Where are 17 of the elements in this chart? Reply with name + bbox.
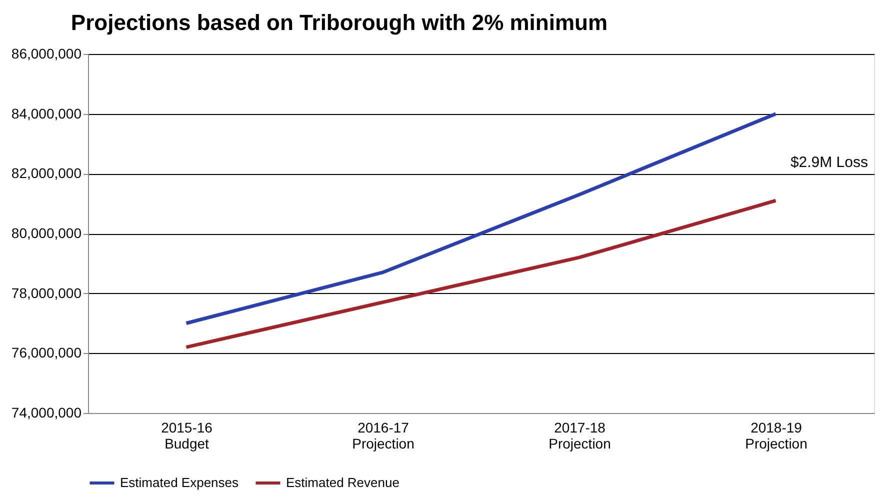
x-tick-label: 2015-16 Budget	[161, 420, 213, 452]
y-tick-label: 78,000,000	[11, 284, 82, 301]
line-series	[184, 198, 778, 349]
y-tick-label: 74,000,000	[11, 404, 82, 420]
legend-label: Estimated Revenue	[286, 475, 400, 490]
y-tick-label: 86,000,000	[11, 46, 82, 62]
x-tick-label: 2016-17 Projection	[352, 420, 414, 452]
chart-title: Projections based on Triborough with 2% minimum	[70, 10, 608, 35]
x-tick-label: 2018-19 Projection	[745, 420, 808, 452]
line-series	[184, 112, 778, 325]
y-tick-label: 82,000,000	[11, 165, 82, 182]
y-tick-label: 76,000,000	[11, 344, 82, 361]
annotation: $2.9M Loss	[790, 154, 868, 171]
y-tick-label: 80,000,000	[11, 225, 82, 241]
y-tick-label: 84,000,000	[11, 105, 82, 122]
x-tick-label: 2017-18 Projection	[548, 420, 611, 452]
legend-label: Estimated Expenses	[120, 475, 240, 490]
